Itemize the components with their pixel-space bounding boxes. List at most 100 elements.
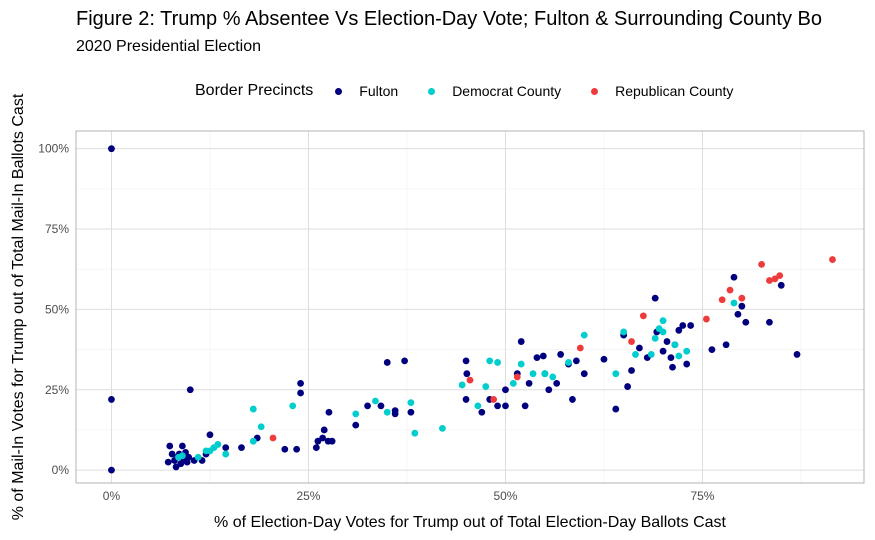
legend-title: Border Precincts xyxy=(195,82,314,99)
data-point-fulton xyxy=(545,386,553,394)
data-point-fulton xyxy=(364,402,371,410)
data-point-fulton xyxy=(297,389,304,397)
grid-minor xyxy=(76,131,864,483)
data-point-democrat-county xyxy=(529,370,537,378)
data-point-fulton xyxy=(166,442,174,450)
data-point-fulton xyxy=(722,341,730,349)
data-point-democrat-county xyxy=(730,299,738,307)
data-point-democrat-county xyxy=(407,399,415,407)
y-axis-label: % of Mail-In Votes for Trump out of Tota… xyxy=(10,93,27,520)
data-point-democrat-county xyxy=(257,423,265,431)
data-point-democrat-county xyxy=(411,429,419,437)
data-point-fulton xyxy=(478,408,486,416)
data-point-democrat-county xyxy=(178,452,186,460)
data-point-fulton xyxy=(312,444,320,452)
data-point-fulton xyxy=(178,442,186,450)
data-point-democrat-county xyxy=(659,328,667,336)
data-point-democrat-county xyxy=(458,381,466,389)
data-point-democrat-county xyxy=(194,453,202,461)
grid-major xyxy=(76,131,864,483)
data-point-republican-county xyxy=(829,256,836,263)
data-point-fulton xyxy=(669,363,676,371)
data-point-democrat-county xyxy=(671,341,679,349)
data-point-fulton xyxy=(238,444,245,452)
data-point-fulton xyxy=(663,338,671,345)
y-tick-label: 75% xyxy=(45,222,69,236)
y-tick-label: 100% xyxy=(38,142,69,156)
data-points xyxy=(108,145,836,474)
data-point-fulton xyxy=(777,281,785,289)
data-point-fulton xyxy=(206,431,214,439)
data-point-democrat-county xyxy=(352,410,360,418)
data-point-democrat-county xyxy=(383,408,391,416)
data-point-fulton xyxy=(683,360,691,368)
data-point-democrat-county xyxy=(482,383,490,390)
data-point-democrat-county xyxy=(289,402,297,410)
data-point-democrat-county xyxy=(439,424,446,432)
data-point-democrat-county xyxy=(222,450,230,458)
x-tick-label: 50% xyxy=(493,489,517,503)
data-point-republican-county xyxy=(703,315,710,323)
data-point-democrat-county xyxy=(632,351,639,358)
data-point-fulton xyxy=(569,396,576,403)
data-point-democrat-county xyxy=(474,402,482,410)
data-point-fulton xyxy=(320,426,328,434)
data-point-fulton xyxy=(557,351,565,358)
data-point-democrat-county xyxy=(494,359,501,366)
data-point-republican-county xyxy=(576,344,584,352)
data-point-republican-county xyxy=(758,261,765,268)
chart-subtitle: 2020 Presidential Election xyxy=(76,38,262,55)
data-point-fulton xyxy=(572,357,580,365)
data-point-democrat-county xyxy=(249,437,257,445)
plot-panel-border xyxy=(75,130,865,484)
data-point-democrat-county xyxy=(249,405,257,413)
data-point-fulton xyxy=(401,357,408,365)
legend-label-democrat-county: Democrat County xyxy=(452,83,562,99)
data-point-democrat-county xyxy=(486,357,494,365)
y-tick-label: 25% xyxy=(45,383,69,397)
data-point-fulton xyxy=(377,402,385,410)
data-point-democrat-county xyxy=(372,397,379,405)
data-point-democrat-county xyxy=(517,360,525,368)
data-point-fulton xyxy=(502,402,509,410)
y-axis-ticks: 0% 25% 50% 75% 100% xyxy=(38,142,69,477)
data-point-fulton xyxy=(738,302,746,310)
data-point-fulton xyxy=(407,408,415,416)
data-point-fulton xyxy=(679,322,687,329)
data-point-fulton xyxy=(391,407,399,415)
data-point-fulton xyxy=(186,386,194,394)
data-point-fulton xyxy=(494,402,501,410)
data-point-fulton xyxy=(734,310,742,318)
data-point-republican-county xyxy=(269,434,277,442)
data-point-fulton xyxy=(793,351,801,358)
data-point-fulton xyxy=(328,437,336,445)
data-point-democrat-county xyxy=(659,317,667,325)
data-point-fulton xyxy=(168,450,176,458)
data-point-fulton xyxy=(281,445,289,453)
data-point-democrat-county xyxy=(620,328,628,336)
data-point-fulton xyxy=(525,379,533,387)
data-point-fulton xyxy=(517,338,525,345)
data-point-fulton xyxy=(463,370,471,378)
legend-label-fulton: Fulton xyxy=(359,83,399,99)
data-point-fulton xyxy=(659,347,667,355)
x-axis-ticks: 0% 25% 50% 75% xyxy=(103,489,715,503)
data-point-fulton xyxy=(502,386,509,394)
data-point-republican-county xyxy=(490,396,498,403)
data-point-republican-county xyxy=(738,294,746,302)
data-point-republican-county xyxy=(718,296,726,304)
data-point-fulton xyxy=(553,379,561,387)
data-point-fulton xyxy=(533,354,541,362)
data-point-republican-county xyxy=(628,338,635,345)
data-point-fulton xyxy=(539,352,547,360)
data-point-fulton xyxy=(325,408,333,416)
data-point-fulton xyxy=(624,383,631,390)
legend: Border Precincts Fulton Democrat County … xyxy=(195,81,763,101)
data-point-fulton xyxy=(730,273,738,281)
data-point-fulton xyxy=(319,434,327,442)
legend-marker-democrat-county xyxy=(428,87,436,95)
data-point-democrat-county xyxy=(509,379,517,387)
data-point-fulton xyxy=(462,357,470,365)
data-point-fulton xyxy=(185,453,193,461)
